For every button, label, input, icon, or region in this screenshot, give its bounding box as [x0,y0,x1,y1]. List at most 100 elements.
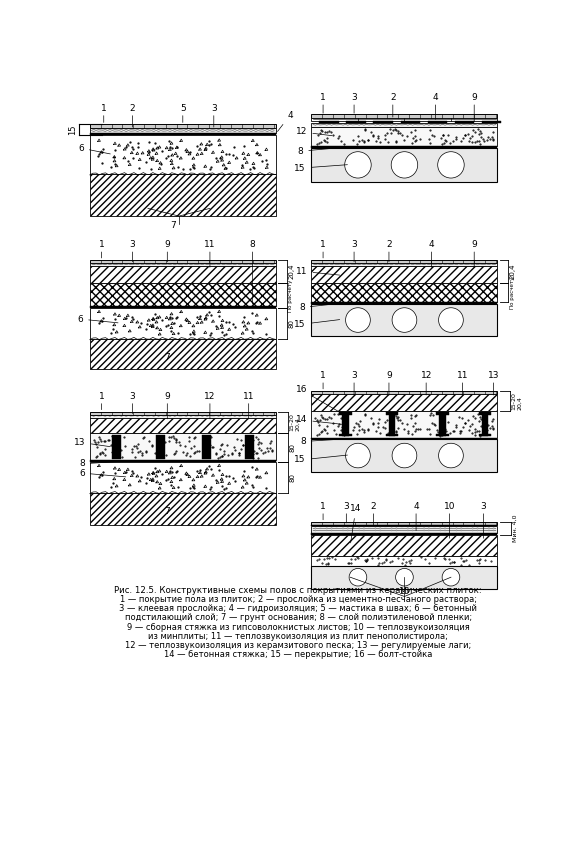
Text: 7: 7 [170,220,176,230]
Bar [90,462,276,493]
Bar [90,174,276,216]
Text: 7: 7 [165,353,170,362]
Bar [428,122,447,123]
Circle shape [442,568,460,586]
Text: 4: 4 [413,502,419,530]
Bar [311,260,498,263]
Text: 15: 15 [294,320,340,329]
Text: 15-20
20,4: 15-20 20,4 [290,414,300,431]
Bar [455,122,474,123]
Bar [482,122,501,123]
Bar [90,133,276,135]
Text: Мин. 4,0: Мин. 4,0 [513,515,518,542]
Text: 16: 16 [296,386,342,414]
Text: 3: 3 [351,240,357,262]
Bar [311,438,498,439]
Text: 15-20
20,4: 15-20 20,4 [512,392,522,410]
Bar [436,434,449,437]
Bar [311,533,498,535]
Bar [436,413,449,414]
Bar [386,413,398,414]
Text: 1: 1 [320,240,326,258]
Bar [90,128,276,133]
Bar [90,412,276,414]
Bar [311,304,498,336]
Bar [90,260,276,263]
Bar [339,434,352,437]
Bar [311,147,498,182]
Text: 3 — клеевая прослойка; 4 — гидроизоляция; 5 — мастика в швах; 6 — бетонный: 3 — клеевая прослойка; 4 — гидроизоляция… [119,604,477,614]
Bar [311,146,498,147]
Text: 2: 2 [130,104,135,127]
Text: 3: 3 [351,93,357,113]
Text: 8: 8 [297,146,347,156]
Bar [400,122,420,123]
Bar [374,122,393,123]
Bar [90,460,276,462]
Circle shape [391,151,418,178]
Bar [389,413,395,437]
Text: 2: 2 [390,93,396,117]
Bar [346,122,365,123]
Bar [311,263,498,266]
Bar [90,414,276,418]
Text: 8: 8 [300,437,347,446]
Bar [311,127,498,146]
Bar [90,493,276,525]
Text: 9: 9 [386,371,392,395]
Text: 5: 5 [180,104,186,123]
Text: 6: 6 [78,144,111,154]
Text: 20,4: 20,4 [510,264,516,279]
Text: 11: 11 [457,371,469,395]
Bar [155,435,165,459]
Text: По расчету: По расчету [288,279,293,311]
Text: 8: 8 [79,460,126,468]
Text: 20,4: 20,4 [288,264,294,279]
Text: подстилающий слой; 7 — грунт основания; 8 — слой полиэтиленовой пленки;: подстилающий слой; 7 — грунт основания; … [125,614,472,622]
Bar [342,413,349,437]
Text: 6: 6 [79,469,126,477]
Text: 14 — бетонная стяжка; 15 — перекрытие; 16 — болт-стойка: 14 — бетонная стяжка; 15 — перекрытие; 1… [164,650,432,660]
Bar [319,122,339,123]
Circle shape [439,443,463,468]
Text: 11: 11 [204,240,216,267]
Circle shape [439,308,463,333]
Bar [311,304,498,336]
Text: 9: 9 [471,240,477,267]
Bar [311,118,498,122]
Text: 10: 10 [443,502,455,538]
Bar [90,306,276,308]
Bar [245,435,254,459]
Text: 4: 4 [278,111,293,132]
Text: 1: 1 [98,240,104,258]
Text: 9: 9 [165,240,170,262]
Text: 1: 1 [320,93,326,113]
Text: из минплиты; 11 — теплозвукоизоляция из плит пенополистирола;: из минплиты; 11 — теплозвукоизоляция из … [148,632,448,641]
Bar [482,413,488,437]
Circle shape [346,308,370,333]
Bar [90,266,276,283]
Text: 12: 12 [420,371,432,395]
Text: 6: 6 [77,315,118,323]
Text: 15: 15 [294,163,347,173]
Bar [90,433,276,460]
Bar [311,411,498,438]
Bar [311,266,498,283]
Text: 13: 13 [74,437,111,447]
Circle shape [346,443,370,468]
Bar [311,557,498,566]
Text: 12: 12 [296,128,332,136]
Text: 1: 1 [98,391,104,409]
Bar [479,413,491,414]
Text: 3: 3 [343,502,349,523]
Text: 80: 80 [288,318,294,328]
Bar [311,147,498,182]
Text: 1 — покрытие пола из плиток; 2 — прослойка из цементно-песчаного раствора;: 1 — покрытие пола из плиток; 2 — прослой… [120,595,477,604]
Bar [479,434,491,437]
Bar [112,435,121,459]
Text: 14: 14 [296,415,343,425]
Circle shape [438,151,464,178]
Text: По расчету: По расчету [510,277,515,309]
Bar [311,391,498,394]
Text: 13: 13 [488,371,499,395]
